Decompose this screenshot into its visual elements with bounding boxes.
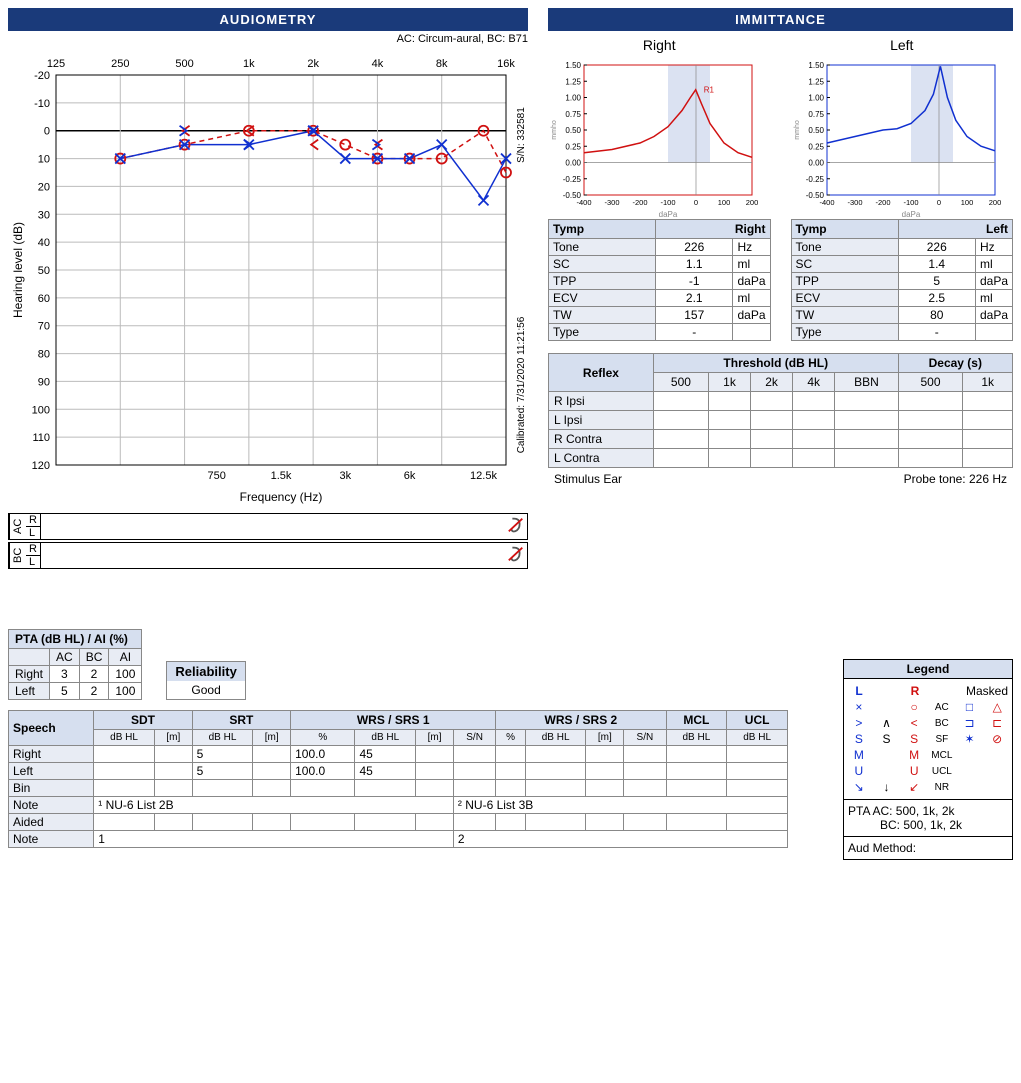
tymp-left-title: Left	[791, 37, 1014, 53]
svg-text:0.00: 0.00	[565, 159, 581, 168]
svg-text:120: 120	[32, 460, 50, 472]
immittance-header: IMMITTANCE	[548, 8, 1013, 31]
ac-masking-box: AC RL	[8, 513, 528, 540]
svg-text:-100: -100	[660, 198, 675, 207]
svg-text:0.75: 0.75	[808, 110, 824, 119]
stimulus-ear-label: Stimulus Ear	[554, 472, 622, 486]
svg-text:-20: -20	[34, 70, 50, 82]
bc-masking-box: BC RL	[8, 542, 528, 569]
svg-text:daPa: daPa	[901, 210, 920, 219]
svg-text:110: 110	[32, 432, 50, 444]
svg-text:Calibrated: 7/31/2020 11:21:56: Calibrated: 7/31/2020 11:21:56	[516, 316, 527, 453]
tymp-left-table: TympLeftTone226HzSC1.4mlTPP5daPaECV2.5ml…	[791, 219, 1014, 341]
svg-text:0: 0	[44, 126, 50, 138]
svg-text:0.50: 0.50	[808, 126, 824, 135]
svg-text:50: 50	[38, 265, 50, 277]
svg-text:0.25: 0.25	[565, 142, 581, 151]
svg-text:1.5k: 1.5k	[271, 470, 292, 482]
ear-icon	[507, 516, 525, 534]
svg-text:0.50: 0.50	[565, 126, 581, 135]
svg-text:200: 200	[988, 198, 1000, 207]
tymp-right-chart: -0.50-0.250.000.250.500.751.001.251.50-4…	[548, 59, 758, 219]
legend-box: Legend LRMasked×○AC□△>∧<BC⊐⊏SSSSF✶⊘MMMCL…	[843, 659, 1013, 860]
immittance-panel: IMMITTANCE Right -0.50-0.250.000.250.500…	[548, 8, 1013, 569]
svg-text:-0.25: -0.25	[805, 175, 824, 184]
svg-text:1.25: 1.25	[808, 77, 824, 86]
reliability-box: Reliability Good	[166, 661, 245, 700]
transducer-subtitle: AC: Circum-aural, BC: B71	[8, 33, 528, 45]
svg-text:10: 10	[38, 154, 50, 166]
svg-text:mmho: mmho	[794, 120, 801, 140]
svg-text:3k: 3k	[339, 470, 351, 482]
speech-table: SpeechSDTSRTWRS / SRS 1WRS / SRS 2MCLUCL…	[8, 710, 788, 848]
tymp-right-table: TympRightTone226HzSC1.1mlTPP-1daPaECV2.1…	[548, 219, 771, 341]
svg-text:daPa: daPa	[659, 210, 678, 219]
svg-text:250: 250	[111, 58, 129, 70]
svg-text:-300: -300	[847, 198, 862, 207]
svg-text:40: 40	[38, 237, 50, 249]
audiometry-header: AUDIOMETRY	[8, 8, 528, 31]
svg-text:1.50: 1.50	[565, 61, 581, 70]
tymp-left-chart: -0.50-0.250.000.250.500.751.001.251.50-4…	[791, 59, 1001, 219]
svg-text:1.00: 1.00	[808, 94, 824, 103]
svg-text:1.25: 1.25	[565, 77, 581, 86]
svg-text:0: 0	[694, 198, 698, 207]
svg-text:6k: 6k	[404, 470, 416, 482]
pta-table: PTA (dB HL) / AI (%)ACBCAIRight32100Left…	[8, 629, 142, 700]
tymp-right-title: Right	[548, 37, 771, 53]
svg-text:12.5k: 12.5k	[470, 470, 497, 482]
svg-text:Hearing level (dB): Hearing level (dB)	[11, 222, 25, 318]
svg-text:1.50: 1.50	[808, 61, 824, 70]
svg-text:60: 60	[38, 293, 50, 305]
ear-icon	[507, 545, 525, 563]
svg-text:20: 20	[38, 181, 50, 193]
svg-text:0: 0	[936, 198, 940, 207]
svg-text:2k: 2k	[307, 58, 319, 70]
svg-text:100: 100	[32, 404, 50, 416]
svg-text:90: 90	[38, 376, 50, 388]
svg-text:1.00: 1.00	[565, 94, 581, 103]
svg-text:0.25: 0.25	[808, 142, 824, 151]
probe-tone-label: Probe tone: 226 Hz	[904, 472, 1007, 486]
svg-text:500: 500	[175, 58, 193, 70]
svg-text:-400: -400	[576, 198, 591, 207]
svg-text:70: 70	[38, 321, 50, 333]
svg-text:16k: 16k	[497, 58, 515, 70]
audiogram-chart: -20 -10 0 10 20 30 40 50 60 70 80 90 100 110 120 125 250…	[8, 47, 528, 507]
svg-text:4k: 4k	[372, 58, 384, 70]
svg-text:100: 100	[960, 198, 973, 207]
svg-text:0.00: 0.00	[808, 159, 824, 168]
svg-text:-100: -100	[903, 198, 918, 207]
svg-text:200: 200	[746, 198, 758, 207]
svg-text:-200: -200	[632, 198, 647, 207]
svg-text:750: 750	[208, 470, 226, 482]
svg-text:-400: -400	[819, 198, 834, 207]
svg-text:100: 100	[718, 198, 731, 207]
svg-text:Frequency (Hz): Frequency (Hz)	[240, 490, 323, 504]
reflex-table: ReflexThreshold (dB HL)Decay (s)5001k2k4…	[548, 353, 1013, 468]
audiometry-panel: AUDIOMETRY AC: Circum-aural, BC: B71 -20…	[8, 8, 528, 569]
svg-text:80: 80	[38, 349, 50, 361]
svg-text:30: 30	[38, 209, 50, 221]
svg-text:mmho: mmho	[551, 120, 558, 140]
svg-text:R1: R1	[704, 86, 715, 95]
svg-text:-10: -10	[34, 98, 50, 110]
svg-text:1k: 1k	[243, 58, 255, 70]
svg-text:-300: -300	[604, 198, 619, 207]
svg-text:S/N: 332581: S/N: 332581	[516, 107, 527, 163]
svg-text:0.75: 0.75	[565, 110, 581, 119]
svg-text:-200: -200	[875, 198, 890, 207]
svg-text:-0.25: -0.25	[563, 175, 582, 184]
svg-text:8k: 8k	[436, 58, 448, 70]
svg-text:125: 125	[47, 58, 65, 70]
